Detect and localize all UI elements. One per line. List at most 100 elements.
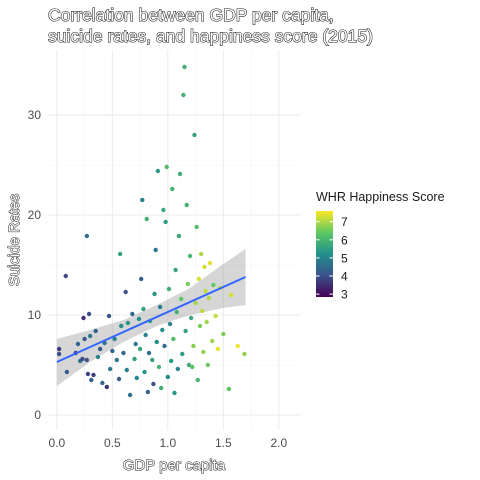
data-point — [166, 286, 172, 292]
data-point — [81, 315, 86, 321]
data-point — [235, 343, 240, 349]
trend-line-path — [56, 276, 246, 363]
data-point — [89, 377, 94, 383]
data-point — [202, 264, 207, 270]
y-tick-label: 30 — [28, 108, 42, 122]
data-point — [150, 357, 155, 363]
data-point — [125, 320, 131, 326]
data-point — [123, 289, 128, 295]
confidence-band-area — [56, 249, 246, 386]
data-point — [75, 341, 81, 347]
data-point — [154, 339, 159, 345]
legend-tick-label: 7 — [341, 215, 348, 229]
data-point — [157, 304, 163, 310]
data-point — [207, 260, 213, 266]
data-point — [87, 333, 93, 339]
data-point — [205, 362, 210, 368]
data-point — [182, 64, 187, 70]
data-point — [183, 328, 188, 334]
data-point — [64, 369, 70, 375]
data-point — [106, 313, 112, 319]
data-point — [177, 171, 183, 177]
legend-tick-label: 3 — [341, 288, 348, 302]
data-point — [164, 164, 169, 170]
data-point — [206, 295, 212, 301]
data-point — [141, 306, 146, 312]
data-point — [210, 338, 215, 344]
y-tick-labels: 0 10 20 30 — [28, 108, 42, 422]
data-point — [190, 364, 195, 370]
data-point — [82, 336, 87, 342]
data-point — [174, 309, 179, 315]
chart-title-line-1: Correlation between GDP per capita, — [48, 5, 334, 25]
data-point — [56, 346, 62, 352]
data-point — [175, 366, 181, 372]
data-point — [162, 343, 167, 349]
y-tick-label: 0 — [34, 408, 41, 422]
data-point — [171, 336, 176, 342]
data-point — [155, 168, 161, 174]
data-point — [151, 381, 156, 387]
data-point — [187, 253, 193, 259]
data-point — [193, 300, 198, 306]
trend-line — [56, 276, 246, 363]
data-point — [198, 251, 204, 257]
data-point — [139, 276, 144, 282]
data-point — [153, 247, 158, 253]
data-point — [86, 311, 92, 317]
legend: WHR Happiness Score 3 4 5 6 7 — [316, 190, 445, 302]
data-points — [56, 64, 247, 398]
data-point — [188, 315, 194, 321]
x-tick-label: 1.5 — [215, 436, 232, 450]
x-tick-labels: 0.0 0.5 1.0 1.5 2.0 — [49, 436, 288, 450]
data-point — [178, 296, 184, 302]
data-point — [133, 341, 138, 347]
y-tick-label: 10 — [28, 308, 42, 322]
data-point — [191, 343, 196, 349]
data-point — [221, 331, 226, 337]
legend-colorbar — [316, 211, 333, 297]
data-point — [160, 327, 165, 333]
data-point — [97, 346, 103, 352]
data-point — [195, 377, 200, 383]
data-point — [80, 356, 85, 362]
data-point — [143, 332, 148, 338]
x-tick-label: 0.5 — [104, 436, 121, 450]
data-point — [211, 282, 216, 288]
x-tick-label: 2.0 — [270, 436, 287, 450]
data-point — [184, 202, 189, 208]
legend-title: WHR Happiness Score — [316, 190, 445, 204]
data-point — [130, 311, 135, 317]
data-point — [215, 346, 220, 352]
data-point — [144, 216, 149, 222]
data-point — [146, 350, 152, 356]
data-point — [119, 323, 124, 329]
data-point — [91, 372, 96, 378]
data-point — [170, 186, 175, 192]
data-point — [127, 392, 133, 398]
data-point — [156, 364, 162, 370]
data-point — [95, 354, 101, 360]
data-point — [172, 390, 177, 396]
data-point — [104, 384, 110, 390]
data-point — [85, 371, 91, 377]
data-point — [180, 351, 185, 357]
data-point — [136, 316, 142, 322]
data-point — [186, 362, 192, 368]
confidence-band — [56, 249, 246, 386]
data-point — [173, 267, 178, 273]
data-point — [140, 197, 145, 203]
data-point — [181, 92, 186, 98]
data-point — [201, 349, 206, 355]
data-point — [161, 207, 166, 213]
data-point — [242, 351, 247, 357]
data-point — [84, 357, 90, 363]
data-point — [165, 374, 171, 380]
y-tick-label: 20 — [28, 208, 42, 222]
data-point — [168, 358, 174, 364]
data-point — [204, 319, 209, 325]
data-point — [176, 233, 182, 239]
data-point — [110, 348, 115, 354]
legend-tick-label: 6 — [341, 233, 348, 247]
data-point — [107, 366, 113, 372]
